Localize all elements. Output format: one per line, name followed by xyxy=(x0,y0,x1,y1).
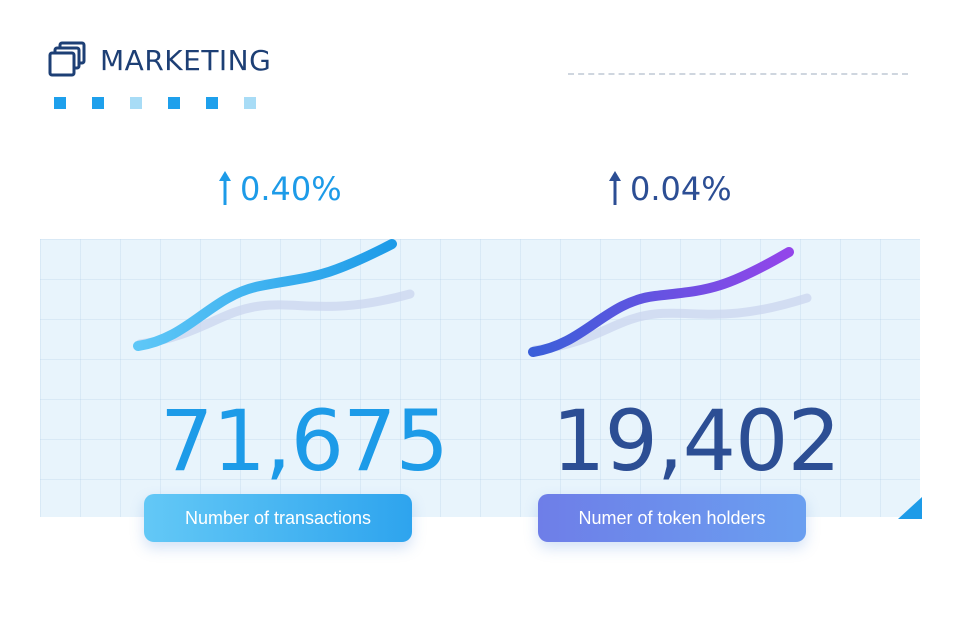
token-holders-change: 0.04% xyxy=(608,170,732,208)
page-title: MARKETING xyxy=(100,43,272,77)
token-holders-label: Numer of token holders xyxy=(538,494,806,542)
token-holders-value: 19,402 xyxy=(552,392,841,490)
square-marker xyxy=(206,97,218,109)
arrow-up-icon xyxy=(219,171,231,205)
transactions-label: Number of transactions xyxy=(144,494,412,542)
square-marker xyxy=(92,97,104,109)
square-marker xyxy=(168,97,180,109)
trend-line-icon xyxy=(528,247,812,357)
decorative-dashed-line xyxy=(568,73,908,75)
corner-triangle-icon xyxy=(898,497,922,519)
square-marker xyxy=(130,97,142,109)
square-marker xyxy=(54,97,66,109)
trend-line-icon xyxy=(133,239,415,351)
decorative-squares xyxy=(54,97,256,109)
change-value: 0.40% xyxy=(240,170,342,208)
page-header: MARKETING xyxy=(48,40,271,80)
change-value: 0.04% xyxy=(630,170,732,208)
square-marker xyxy=(244,97,256,109)
transactions-change: 0.40% xyxy=(218,170,342,208)
stacked-cards-icon xyxy=(48,41,86,77)
stats-panel xyxy=(40,239,920,517)
transactions-value: 71,675 xyxy=(160,392,449,490)
arrow-up-icon xyxy=(609,171,621,205)
